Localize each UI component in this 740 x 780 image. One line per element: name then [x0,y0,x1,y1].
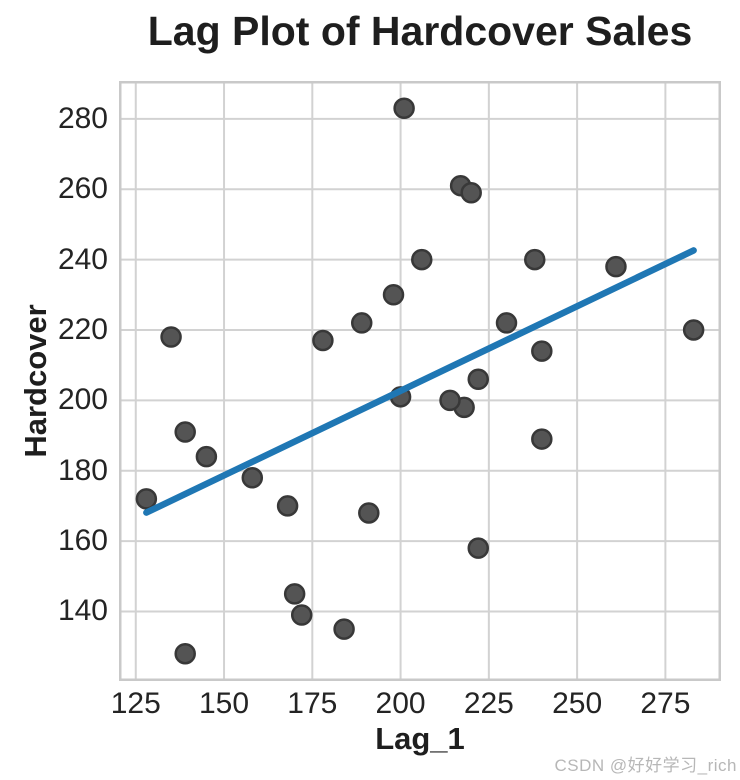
scatter-point [682,319,705,341]
scatter-point [160,326,182,348]
plot-spine [119,81,721,681]
plot-svg [119,81,721,681]
scatter-point [439,389,461,412]
x-tick-label: 225 [463,687,514,720]
scatter-point [312,329,334,352]
scatter-point [174,421,196,443]
y-tick-label: 200 [57,383,108,417]
y-tick-label: 260 [57,172,108,206]
y-tick-label: 180 [57,453,108,487]
x-axis-label: Lag_1 [375,721,465,756]
scatter-point [495,312,518,334]
scatter-point [605,255,627,278]
y-tick-label: 280 [57,101,108,135]
scatter-point [467,537,490,559]
scatter-point [333,618,355,640]
scatter-point [460,181,482,204]
scatter-point [382,284,405,306]
scatter-point [135,488,158,510]
x-tick-label: 275 [640,687,691,720]
watermark: CSDN @好好学习_rich [554,756,737,775]
y-tick-label: 240 [57,242,108,276]
chart-title: Lag Plot of Hardcover Sales [147,8,693,54]
scatter-point [467,368,490,390]
scatter-point [411,248,433,271]
scatter-point [358,502,380,524]
scatter-point [290,604,313,626]
x-tick-label: 200 [375,687,426,720]
y-tick-label: 160 [57,524,108,558]
scatter-point [195,445,218,468]
scatter-point [393,97,415,120]
x-tick-label: 150 [199,687,250,720]
y-tick-label: 140 [57,594,108,628]
x-tick-label: 175 [287,687,338,720]
scatter-point [531,340,553,362]
scatter-point [283,583,306,605]
plot-area [119,81,721,681]
scatter-point [174,642,196,665]
y-tick-label: 220 [57,312,108,346]
scatter-point [524,248,546,271]
scatter-point [276,495,299,517]
scatter-point [531,428,553,450]
scatter-point [241,467,264,489]
x-tick-label: 125 [110,687,161,720]
scatter-point [350,312,373,334]
x-tick-label: 250 [552,687,603,720]
trend-line [143,247,697,516]
